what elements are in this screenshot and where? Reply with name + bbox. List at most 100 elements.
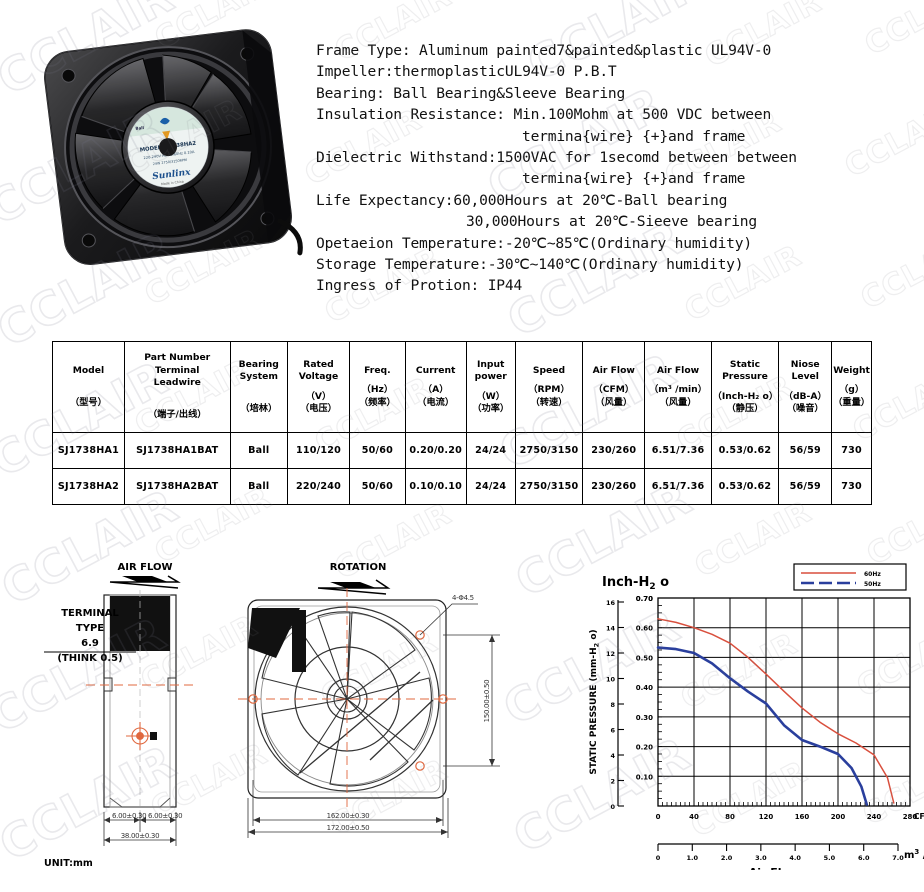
header-unit: （Inch-H₂ o） xyxy=(712,390,779,402)
chart-x-unit-primary: CFM xyxy=(914,812,924,821)
chart-ytick-label: 0.10 xyxy=(636,773,653,781)
chart-ytick-label: 0.20 xyxy=(636,744,653,752)
spec-line: Dielectric Withstand:1500VAC for 1secomd… xyxy=(316,148,797,166)
side-view-drawing: AIR FLOW TERMINAL TYPE 6.9 (THINK 0.5) xyxy=(44,562,196,869)
table-header-11: Niose Level （dB-A） （噪音） xyxy=(778,341,833,433)
header-cn: （型号） xyxy=(70,396,107,408)
chart-ytick-label: 0.70 xyxy=(636,595,653,603)
header-unit: （V） xyxy=(305,390,332,402)
svg-text:Sunlinx: Sunlinx xyxy=(152,168,192,183)
spec-line: termina{wire} {+}and frame xyxy=(522,170,746,188)
svg-text:24W 2750/3150RPM: 24W 2750/3150RPM xyxy=(152,158,187,166)
unit-note: UNIT:mm xyxy=(44,858,93,869)
header-unit: （RPM） xyxy=(528,384,570,396)
table-header-2: Bearing System （培林） xyxy=(229,341,288,433)
header-unit: （CFM） xyxy=(593,384,635,396)
chart-x-unit-secondary: m3 /min xyxy=(904,848,924,861)
chart-secondary-ytick-label: 14 xyxy=(606,625,616,633)
chart-xtick-label: 160 xyxy=(795,813,810,821)
cell-r0-c11: 56/59 xyxy=(778,432,833,469)
chart-ytick-label: 0.70 xyxy=(636,595,653,603)
chart-secondary-xtick-label: 4.0 xyxy=(789,854,801,862)
chart-secondary-xtick-label: 7.0 xyxy=(892,854,904,862)
table-header-9: Air Flow （m³ /min） （风量） xyxy=(644,341,712,433)
cell-r0-c12: 730 xyxy=(831,432,872,469)
side-dim-right: 6.00±0.30 xyxy=(148,812,182,820)
chart-xtick-label: 80 xyxy=(725,813,735,821)
chart-secondary-ytick-label: 16 xyxy=(606,599,616,607)
cell-r0-c7: 2750/3150 xyxy=(514,432,584,469)
cell-r0-c8: 230/260 xyxy=(582,432,646,469)
spec-line: Opetaeion Temperature:-20℃~85℃(Ordinary … xyxy=(316,234,752,252)
terminal-note-line: (THINK 0.5) xyxy=(57,653,122,664)
cell-r0-c1: SJ1738HA1BAT xyxy=(123,432,231,469)
chart-legend: 60Hz 50Hz xyxy=(793,563,907,591)
spec-line: Insulation Resistance: Min.100Mohm at 50… xyxy=(316,106,772,124)
header-en: Air Flow xyxy=(656,364,700,376)
chart-series-60Hz xyxy=(657,618,895,804)
chart-xlabel: Air Flow xyxy=(749,866,800,870)
chart-secondary-xtick-label: 0 xyxy=(656,854,661,862)
cell-r1-c6: 24/24 xyxy=(465,468,516,505)
table-header-8: Air Flow （CFM） （风量） xyxy=(582,341,646,433)
cell-r0-c3: 110/120 xyxy=(286,432,351,469)
header-en: Static Pressure xyxy=(722,358,768,383)
spec-line: Impeller:thermoplasticUL94V-0 P.B.T xyxy=(316,63,617,81)
cell-r0-c10: 0.53/0.62 xyxy=(710,432,780,469)
table-header-10: Static Pressure （Inch-H₂ o） （静压） xyxy=(710,341,780,433)
cell-r1-c8: 230/260 xyxy=(582,468,646,505)
chart-legend-box xyxy=(793,563,907,591)
terminal-note-line: TYPE xyxy=(76,623,104,634)
header-cn: （风量） xyxy=(659,396,697,408)
header-cn: （噪音） xyxy=(786,402,824,414)
header-unit: （Hz） xyxy=(361,384,394,396)
cell-r1-c11: 56/59 xyxy=(778,468,833,505)
specification-table: Model （型号） Part Number Terminal Leadwire （端… xyxy=(52,341,872,505)
chart-title: Inch-H2 o xyxy=(602,575,669,592)
table-header-7: Speed （RPM） （转速） xyxy=(514,341,584,433)
cell-r1-c3: 220/240 xyxy=(286,468,351,505)
chart-xtick-label: 0 xyxy=(656,813,661,821)
header-cn: （培林） xyxy=(240,402,278,414)
chart-ytick-label: 0.60 xyxy=(636,625,653,633)
header-en: Part Number Terminal Leadwire xyxy=(144,352,211,389)
header-en: Air Flow xyxy=(592,364,635,376)
chart-xtick-label: 120 xyxy=(759,813,774,821)
cell-r1-c9: 6.51/7.36 xyxy=(644,468,712,505)
header-cn: （电压） xyxy=(300,402,337,414)
cell-r0-c9: 6.51/7.36 xyxy=(644,432,712,469)
spec-line: Ingress of Protion: IP44 xyxy=(316,277,523,295)
header-cn: （功率） xyxy=(472,402,510,414)
cell-r1-c10: 0.53/0.62 xyxy=(710,468,780,505)
chart-secondary-ytick-label: 2 xyxy=(610,778,615,786)
cell-r1-c12: 730 xyxy=(831,468,872,505)
header-cn: （转速） xyxy=(530,396,568,408)
chart-ytick-label: 0.40 xyxy=(636,684,653,692)
table-row: SJ1738HA2 SJ1738HA2BAT Ball 220/240 50/60 0.1… xyxy=(52,468,872,505)
table-header-row: Model （型号） Part Number Terminal Leadwire （端… xyxy=(52,341,872,433)
specification-table-wrapper: Model （型号） Part Number Terminal Leadwire （端… xyxy=(52,341,872,505)
terminal-note-line: TERMINAL xyxy=(61,608,119,619)
header-cn: （频率） xyxy=(359,396,396,408)
table-header-5: Current （A） （电流） xyxy=(404,341,467,433)
table-header-3: Rated Voltage （V） （电压） xyxy=(286,341,351,433)
air-flow-label: AIR FLOW xyxy=(117,562,172,573)
spec-line: Frame Type: Aluminum painted7&painted&pl… xyxy=(316,42,772,59)
cell-r1-c7: 2750/3150 xyxy=(514,468,584,505)
terminal-note-line: 6.9 xyxy=(81,638,99,649)
spec-line: Bearing: Ball Bearing&Sleeve Bearing xyxy=(316,84,626,102)
header-cn: （静压） xyxy=(726,402,764,414)
header-cn: （风量） xyxy=(595,396,633,408)
table-header-6: Input power （W） （功率） xyxy=(465,341,516,433)
chart-secondary-xtick-label: 5.0 xyxy=(824,854,836,862)
rotation-label: ROTATION xyxy=(330,562,387,573)
hole-callout: 4-Φ4.5 xyxy=(452,594,474,602)
chart-plot-area xyxy=(657,597,911,807)
table-header-0: Model （型号） xyxy=(52,341,125,433)
product-photo: MODEL SJ1738HA2 220-240V AC 50/60Hz 0.10… xyxy=(34,22,304,272)
chart-secondary-ytick-label: 8 xyxy=(610,701,615,709)
cell-r0-c4: 50/60 xyxy=(349,432,406,469)
cell-r0-c5: 0.20/0.20 xyxy=(404,432,467,469)
chart-secondary-xtick-label: 6.0 xyxy=(858,854,870,862)
chart-secondary-xtick-label: 2.0 xyxy=(721,854,733,862)
